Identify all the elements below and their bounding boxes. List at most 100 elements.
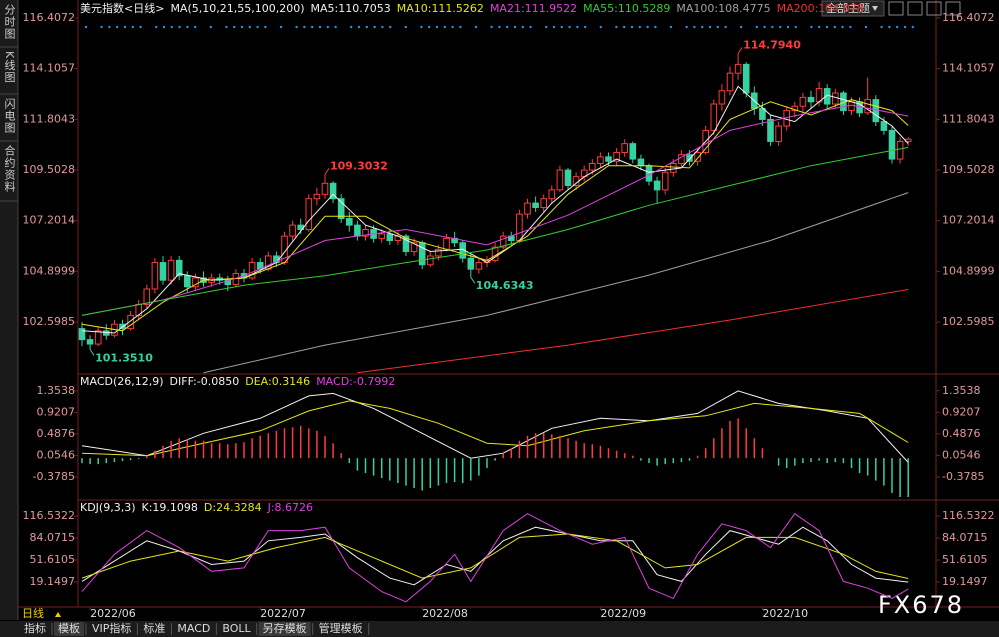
period-label[interactable]: 日线	[22, 606, 44, 620]
series-line	[357, 289, 909, 374]
series-line	[81, 104, 909, 316]
y-tick-label: 0.0546	[37, 448, 76, 461]
toolbar-tab[interactable]: MACD	[177, 622, 210, 635]
icon-button[interactable]	[926, 1, 942, 16]
candle-body	[807, 96, 815, 103]
event-dot	[888, 25, 891, 29]
high-label: 114.7940	[743, 38, 801, 51]
toolbar-tab[interactable]: BOLL	[222, 622, 251, 635]
event-dot	[724, 25, 727, 29]
y-tick-label: -0.3785	[33, 470, 75, 483]
theme-button[interactable]	[821, 0, 885, 17]
panel-title: MACD(26,12,9)	[80, 375, 164, 388]
candle-body	[321, 182, 329, 195]
icon-button[interactable]	[945, 1, 961, 16]
event-dot	[521, 25, 524, 29]
candle-body	[86, 339, 94, 345]
candle-body	[661, 171, 669, 191]
candle-body	[329, 182, 337, 200]
candle-body	[726, 72, 734, 92]
event-dot	[685, 25, 688, 29]
event-dot	[771, 25, 774, 29]
event-dot	[794, 25, 797, 29]
event-dot	[513, 25, 517, 29]
event-dot	[303, 25, 306, 29]
y-tick-label: 116.5322	[23, 509, 76, 522]
x-tick-label: 2022/09	[600, 607, 646, 620]
y-tick-label: 107.2014	[942, 214, 995, 227]
event-dot	[864, 25, 868, 29]
y-tick-label: 116.4072	[23, 11, 76, 24]
candle-body	[767, 118, 774, 142]
toolbar-tab-active	[258, 622, 311, 636]
legend-entry: MA21:111.9522	[490, 2, 577, 15]
event-dot	[623, 25, 626, 29]
event-dot	[701, 25, 704, 29]
candle-body	[524, 202, 531, 215]
event-dot	[849, 25, 852, 29]
icon-button[interactable]	[907, 1, 923, 16]
y-tick-label: 111.8043	[23, 112, 76, 125]
y-tick-label: 84.0715	[942, 531, 988, 544]
candle-body	[848, 101, 855, 112]
candle-body	[435, 248, 442, 257]
event-dot	[84, 25, 88, 29]
theme-button-label[interactable]: 全部主题	[826, 1, 870, 15]
side-tab[interactable]: 分时图	[3, 4, 16, 40]
toolbar-tab[interactable]: 指标	[24, 621, 46, 635]
y-tick-label: 116.5322	[942, 509, 995, 522]
toolbar-tab[interactable]: 模板	[58, 621, 80, 635]
icon-button[interactable]	[888, 1, 904, 16]
candle-body	[718, 90, 726, 105]
event-dot	[576, 25, 579, 29]
legend-entry: MA100:108.4775	[676, 2, 770, 15]
candle-body	[427, 255, 434, 266]
toolbar-tab[interactable]: 另存模板	[263, 621, 307, 635]
event-dot	[240, 25, 244, 29]
y-tick-label: 0.4876	[942, 427, 981, 440]
toolbar-tab[interactable]: VIP指标	[92, 621, 131, 635]
candle-body	[734, 63, 742, 74]
candle-body	[354, 224, 361, 237]
event-dot	[295, 25, 298, 29]
legend-entry: D:24.3284	[204, 501, 262, 514]
event-dot	[755, 25, 758, 29]
candle-body	[378, 233, 385, 239]
candle-body	[313, 193, 321, 200]
side-tab[interactable]: 闪电图	[3, 97, 16, 134]
candle-body	[532, 202, 539, 209]
side-tab[interactable]: K线图	[3, 51, 16, 83]
y-tick-label: 107.2014	[23, 214, 76, 227]
event-dot	[123, 25, 127, 29]
candle-body	[613, 151, 620, 162]
candle-body	[670, 162, 677, 173]
event-dot	[404, 25, 407, 29]
toolbar-tab[interactable]: 标准	[143, 621, 165, 635]
event-dot	[833, 25, 836, 29]
candle-body	[799, 96, 807, 107]
event-dot	[194, 25, 197, 29]
y-tick-label: 19.1497	[942, 575, 988, 588]
side-tab[interactable]: 合约资料	[3, 144, 16, 193]
toolbar-tab[interactable]: 管理模板	[319, 621, 363, 635]
candle-body	[742, 63, 750, 94]
event-dot	[435, 25, 439, 29]
watermark: FX678	[878, 591, 964, 619]
event-dot	[350, 25, 353, 29]
event-dot	[209, 25, 212, 29]
candle-body	[629, 143, 637, 160]
candle-body	[540, 198, 548, 209]
series-line	[81, 400, 909, 457]
event-dot	[498, 25, 501, 29]
event-dot	[818, 25, 821, 29]
y-tick-label: 109.5028	[23, 163, 76, 176]
event-dot	[155, 25, 158, 29]
legend-entry: MA5:110.7053	[311, 2, 391, 15]
event-dot	[568, 25, 571, 29]
event-dot	[178, 25, 181, 29]
candle-body	[864, 99, 872, 114]
high-label: 109.3032	[330, 159, 388, 172]
event-dot	[560, 25, 563, 29]
